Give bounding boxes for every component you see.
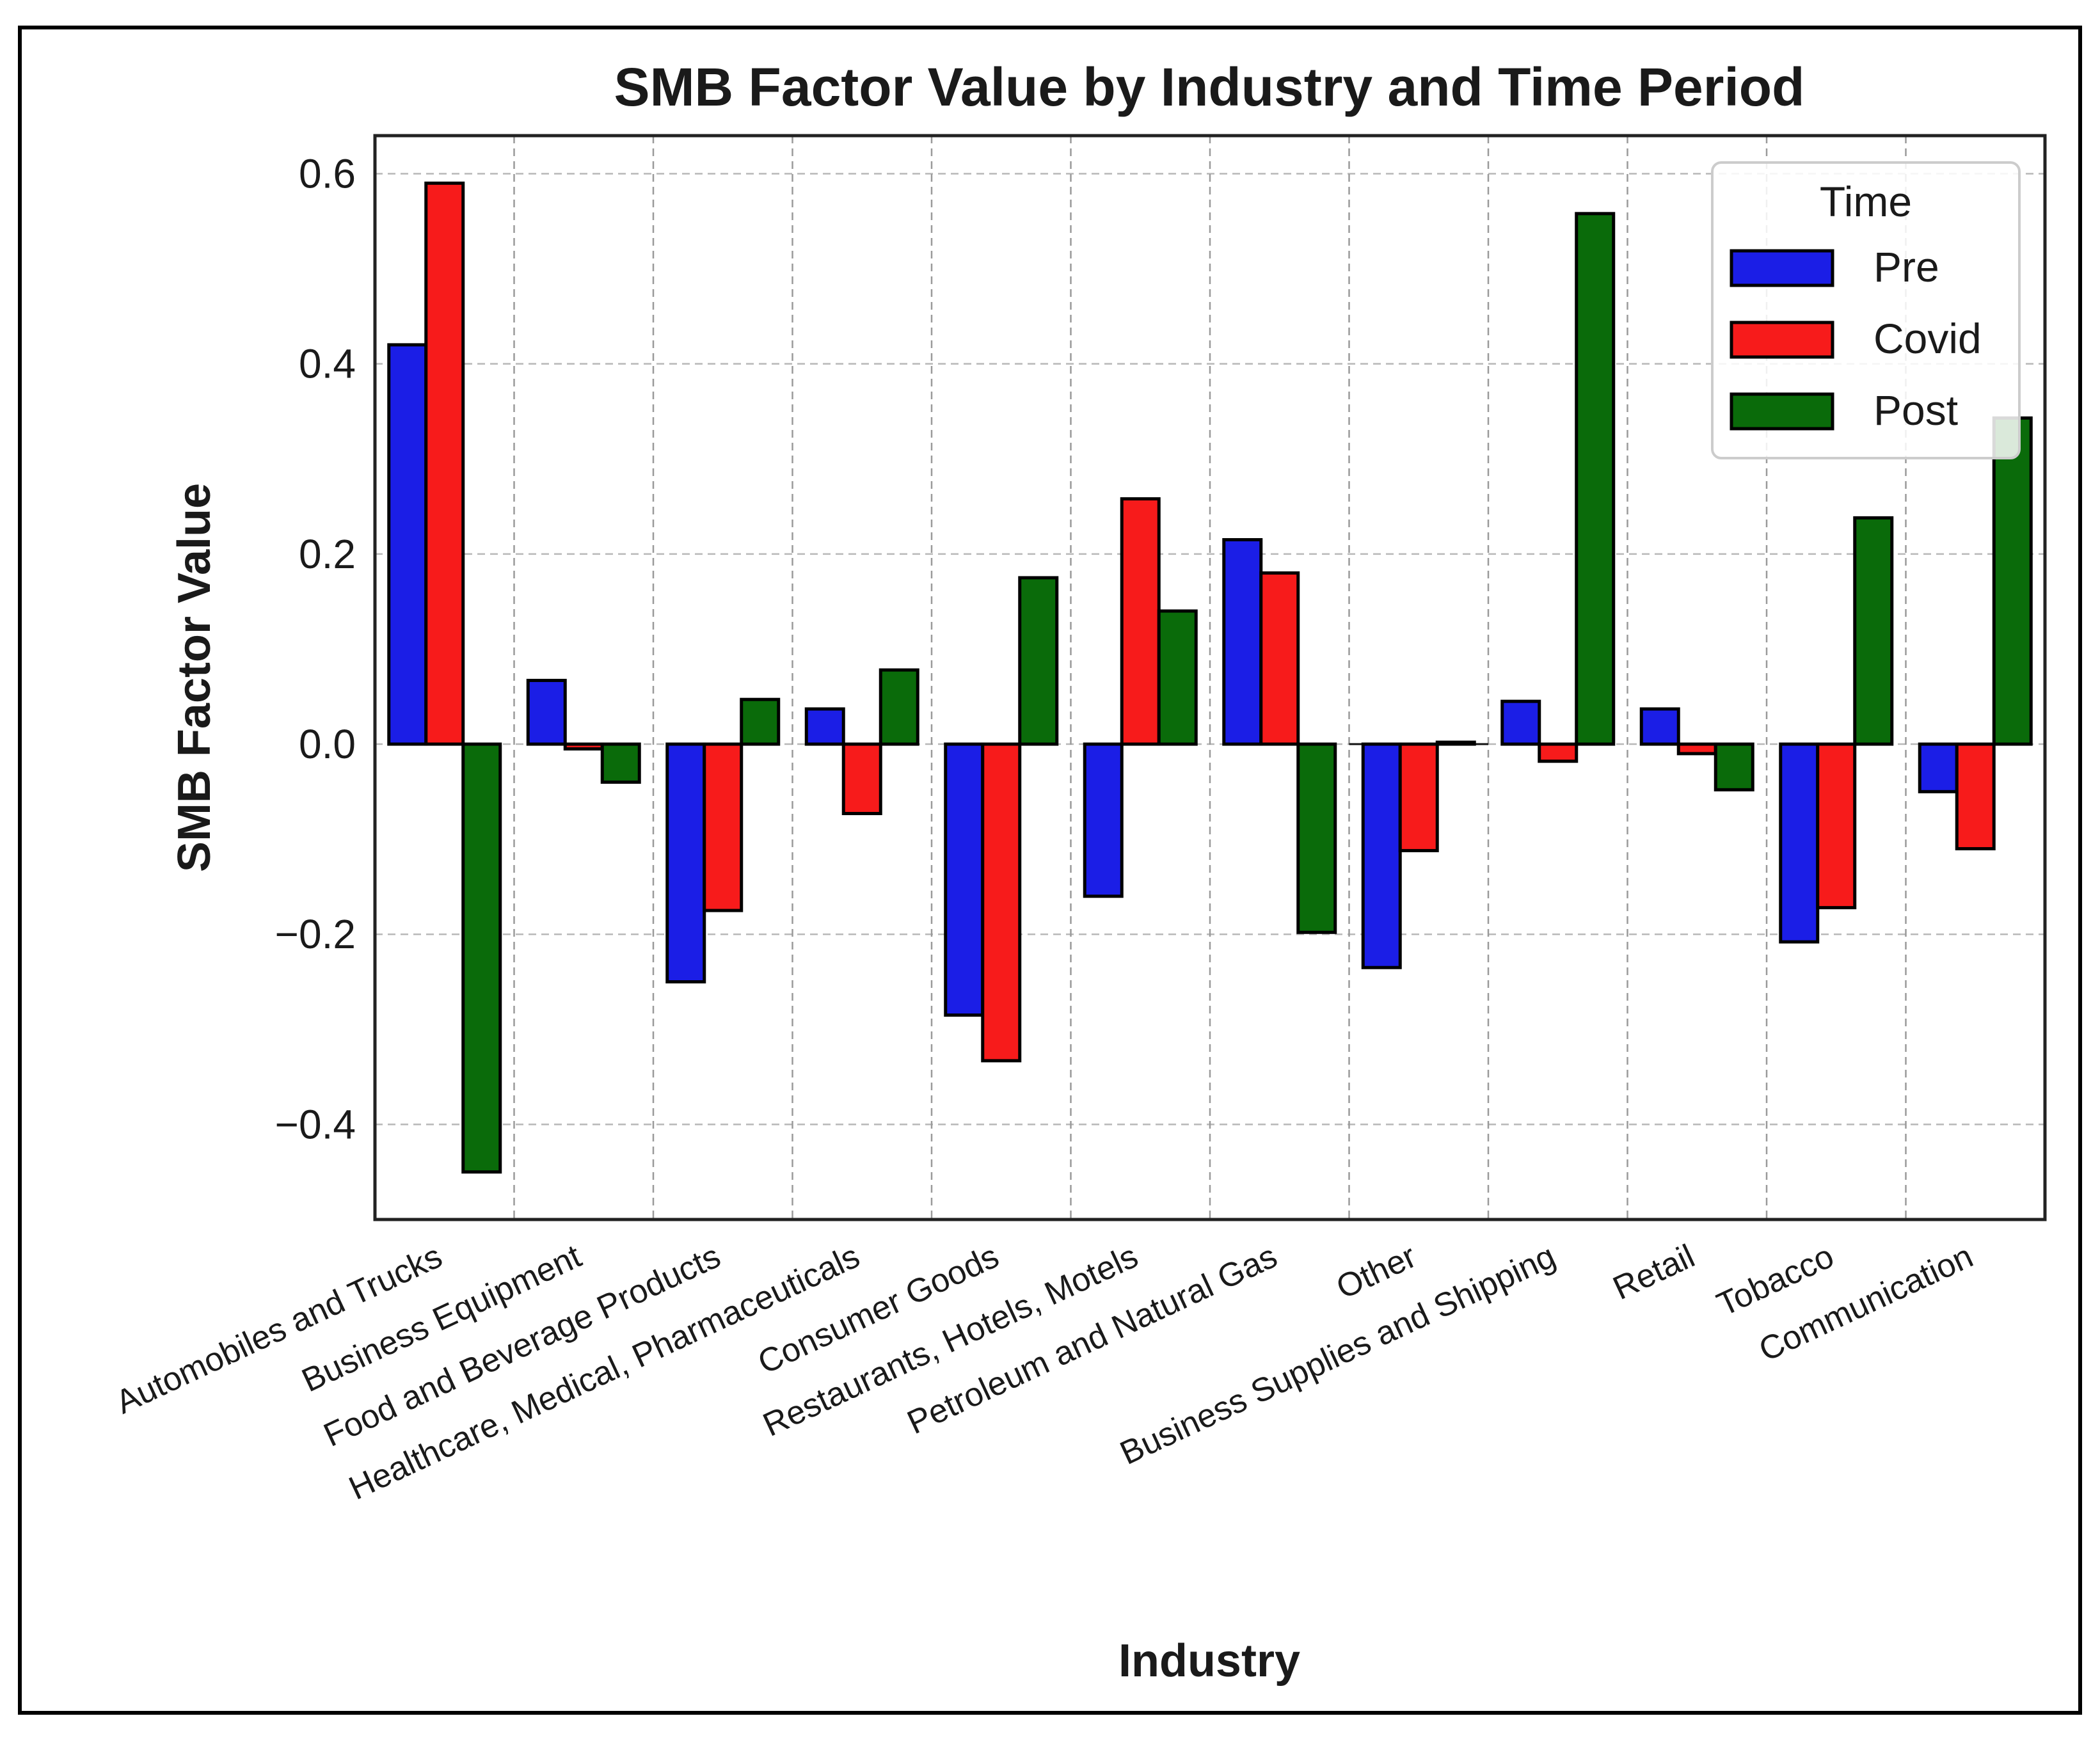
legend-title: Time <box>1820 178 1912 225</box>
chart-title: SMB Factor Value by Industry and Time Pe… <box>614 57 1805 117</box>
bar-covid-9 <box>1676 742 1717 756</box>
y-tick-label-0: −0.4 <box>275 1101 356 1147</box>
bar-covid-0 <box>424 181 465 746</box>
bar-post-4 <box>1018 576 1059 746</box>
bar-covid-3 <box>841 742 882 815</box>
legend-box <box>1711 161 2021 459</box>
bar-pre-9 <box>1639 707 1680 746</box>
bar-post-1 <box>600 742 641 784</box>
legend-items: Pre Covid Post <box>1730 243 1982 434</box>
bar-covid-8 <box>1538 742 1579 763</box>
bar-covid-11 <box>1955 742 1996 850</box>
bar-covid-7 <box>1398 742 1439 852</box>
legend-label-covid: Covid <box>1873 315 1982 362</box>
bar-post-3 <box>879 668 919 746</box>
bars-group <box>387 181 2033 1174</box>
y-tick-label-3: 0.2 <box>299 531 356 577</box>
bar-pre-11 <box>1918 742 1959 793</box>
bar-covid-1 <box>563 742 604 751</box>
bar-covid-5 <box>1120 497 1161 746</box>
bar-post-8 <box>1575 212 1616 746</box>
bar-covid-10 <box>1816 742 1857 910</box>
bar-covid-2 <box>703 742 744 912</box>
bar-post-6 <box>1296 742 1337 934</box>
bar-pre-10 <box>1779 742 1820 944</box>
bar-covid-6 <box>1259 571 1300 746</box>
bar-pre-7 <box>1361 742 1402 969</box>
bar-pre-3 <box>804 707 845 746</box>
bar-post-9 <box>1714 742 1754 791</box>
y-tick-label-5: 0.6 <box>299 150 356 196</box>
legend-swatch-post <box>1730 392 1834 431</box>
bar-pre-1 <box>526 678 567 746</box>
bar-pre-6 <box>1222 538 1263 746</box>
x-axis-label: Industry <box>1118 1635 1300 1687</box>
bar-pre-2 <box>665 742 706 984</box>
y-tick-labels: −0.4 −0.2 0.0 0.2 0.4 0.6 <box>275 150 356 1147</box>
x-tick-label-7: Other <box>1331 1237 1422 1307</box>
y-tick-label-4: 0.4 <box>299 341 356 387</box>
legend-label-post: Post <box>1873 386 1958 434</box>
y-axis-label: SMB Factor Value <box>169 483 220 872</box>
legend-swatch-pre <box>1730 249 1834 287</box>
bar-pre-8 <box>1500 699 1541 746</box>
bar-post-5 <box>1157 609 1198 746</box>
x-tick-label-9: Retail <box>1607 1237 1700 1307</box>
y-tick-label-2: 0.0 <box>299 721 356 767</box>
bar-pre-5 <box>1083 742 1124 898</box>
legend-swatch-covid <box>1730 321 1834 359</box>
bar-post-11 <box>1992 416 2033 746</box>
bar-post-0 <box>461 742 502 1174</box>
y-tick-label-1: −0.2 <box>275 911 356 957</box>
bar-covid-4 <box>981 742 1022 1063</box>
bar-post-2 <box>740 697 781 746</box>
bar-post-7 <box>1435 740 1476 746</box>
bar-pre-0 <box>387 343 428 746</box>
plot-border <box>373 134 2047 1221</box>
bar-post-10 <box>1853 516 1894 746</box>
legend: Time Pre Covid Post <box>1711 161 2021 459</box>
bar-pre-4 <box>944 742 985 1017</box>
legend-label-pre: Pre <box>1873 243 1939 290</box>
grid-lines <box>375 136 2045 1220</box>
